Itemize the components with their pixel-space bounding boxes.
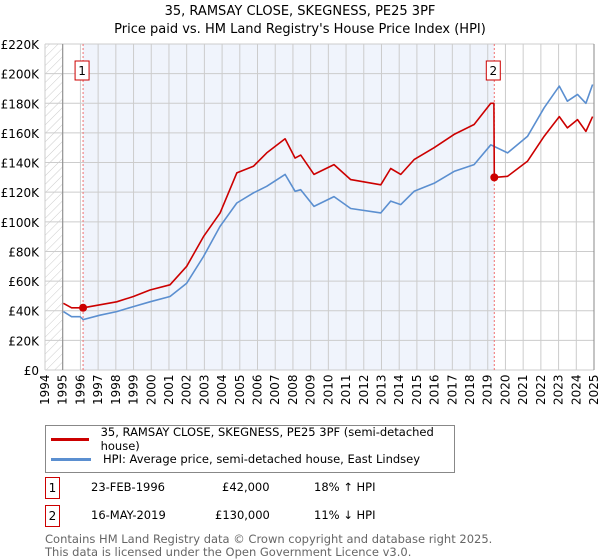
x-tick-label: 2009 (304, 374, 318, 405)
x-tick-label: 2001 (162, 374, 176, 405)
x-tick-label: 2021 (516, 374, 530, 405)
legend-label-hpi: HPI: Average price, semi-detached house,… (103, 452, 421, 466)
x-tick-label: 2013 (374, 374, 388, 405)
y-tick-label: £100K (1, 216, 41, 230)
sale-label-box (485, 60, 501, 81)
hpi-line (62, 84, 594, 321)
x-tick-label: 2011 (339, 374, 353, 405)
x-tick-label: 2024 (569, 374, 583, 405)
x-tick-label: 2008 (286, 374, 300, 405)
y-tick-label: £40K (8, 305, 40, 319)
x-tick-label: 1998 (109, 374, 123, 405)
x-tick-label: 1999 (127, 374, 141, 405)
x-tick-label: 2014 (392, 374, 406, 405)
sale-point (79, 303, 88, 312)
x-tick-label: 2015 (410, 374, 424, 405)
x-tick-label: 2006 (251, 374, 265, 405)
legend-item-property: 35, RAMSAY CLOSE, SKEGNESS, PE25 3PF (se… (46, 425, 454, 453)
no-data-hatch (45, 44, 63, 370)
x-tick-label: 2020 (498, 374, 512, 405)
x-tick-label: 2023 (552, 374, 566, 405)
y-tick-label: £20K (8, 334, 40, 348)
x-tick-label: 2018 (463, 374, 477, 405)
sale-point (490, 173, 499, 182)
x-tick-label: 2003 (197, 374, 211, 405)
y-tick-label: £80K (8, 245, 40, 259)
x-tick-label: 2004 (215, 374, 229, 405)
sale-label-box (74, 60, 90, 81)
sale-badge: 2 (45, 505, 60, 527)
x-tick-label: 1997 (91, 374, 105, 405)
x-tick-label: 2005 (233, 374, 247, 405)
x-tick-label: 2002 (180, 374, 194, 405)
footer-licence: This data is licensed under the Open Gov… (45, 545, 412, 559)
chart-title: 35, RAMSAY CLOSE, SKEGNESS, PE25 3PF (164, 4, 436, 19)
y-tick-label: £140K (1, 157, 41, 171)
x-tick-label: 1994 (38, 374, 52, 405)
legend: 35, RAMSAY CLOSE, SKEGNESS, PE25 3PF (se… (45, 425, 455, 473)
x-tick-label: 1995 (56, 374, 70, 405)
x-tick-label: 2000 (144, 374, 158, 405)
footer: Contains HM Land Registry data © Crown c… (45, 533, 492, 559)
sale-hpi-diff: 18% ↑ HPI (314, 480, 376, 494)
y-tick-label: £180K (1, 97, 41, 111)
sale-period-shade (83, 44, 495, 370)
x-tick-label: 2007 (268, 374, 282, 405)
sale-badge: 1 (45, 477, 60, 499)
y-tick-label: £0 (24, 364, 39, 378)
legend-label-property: 35, RAMSAY CLOSE, SKEGNESS, PE25 3PF (se… (100, 425, 434, 453)
x-tick-label: 2022 (534, 374, 548, 405)
x-tick-label: 2017 (445, 374, 459, 405)
sale-label: 1 (78, 64, 86, 78)
sale-hpi-diff: 11% ↓ HPI (314, 508, 376, 522)
x-tick-label: 2016 (428, 374, 442, 405)
legend-item-hpi: HPI: Average price, semi-detached house,… (46, 450, 420, 468)
x-tick-label: 2010 (321, 374, 335, 405)
y-tick-label: £220K (1, 38, 41, 52)
sale-label: 2 (489, 64, 497, 78)
x-tick-label: 2025 (587, 374, 600, 405)
sale-date: 16-MAY-2019 (91, 508, 166, 522)
price-chart: 1994 1995 1996 1997 1998 1999 2000 2001 2002 2003… (1, 38, 600, 405)
x-tick-label: 1996 (73, 374, 87, 405)
y-tick-label: £60K (8, 275, 40, 289)
y-tick-label: £120K (1, 186, 41, 200)
sale-date: 23-FEB-1996 (91, 480, 165, 494)
footer-copyright: Contains HM Land Registry data © Crown c… (45, 532, 493, 546)
sale-price: £42,000 (222, 480, 270, 494)
y-tick-label: £160K (1, 127, 41, 141)
chart-subtitle: Price paid vs. HM Land Registry's House … (114, 22, 486, 37)
property-price-line (63, 102, 594, 309)
y-tick-label: £200K (1, 68, 41, 82)
legend-swatch-hpi (51, 457, 91, 461)
x-tick-label: 2012 (357, 374, 371, 405)
x-tick-label: 2019 (481, 374, 495, 405)
sale-price: £130,000 (215, 508, 270, 522)
legend-swatch-property (51, 437, 89, 441)
